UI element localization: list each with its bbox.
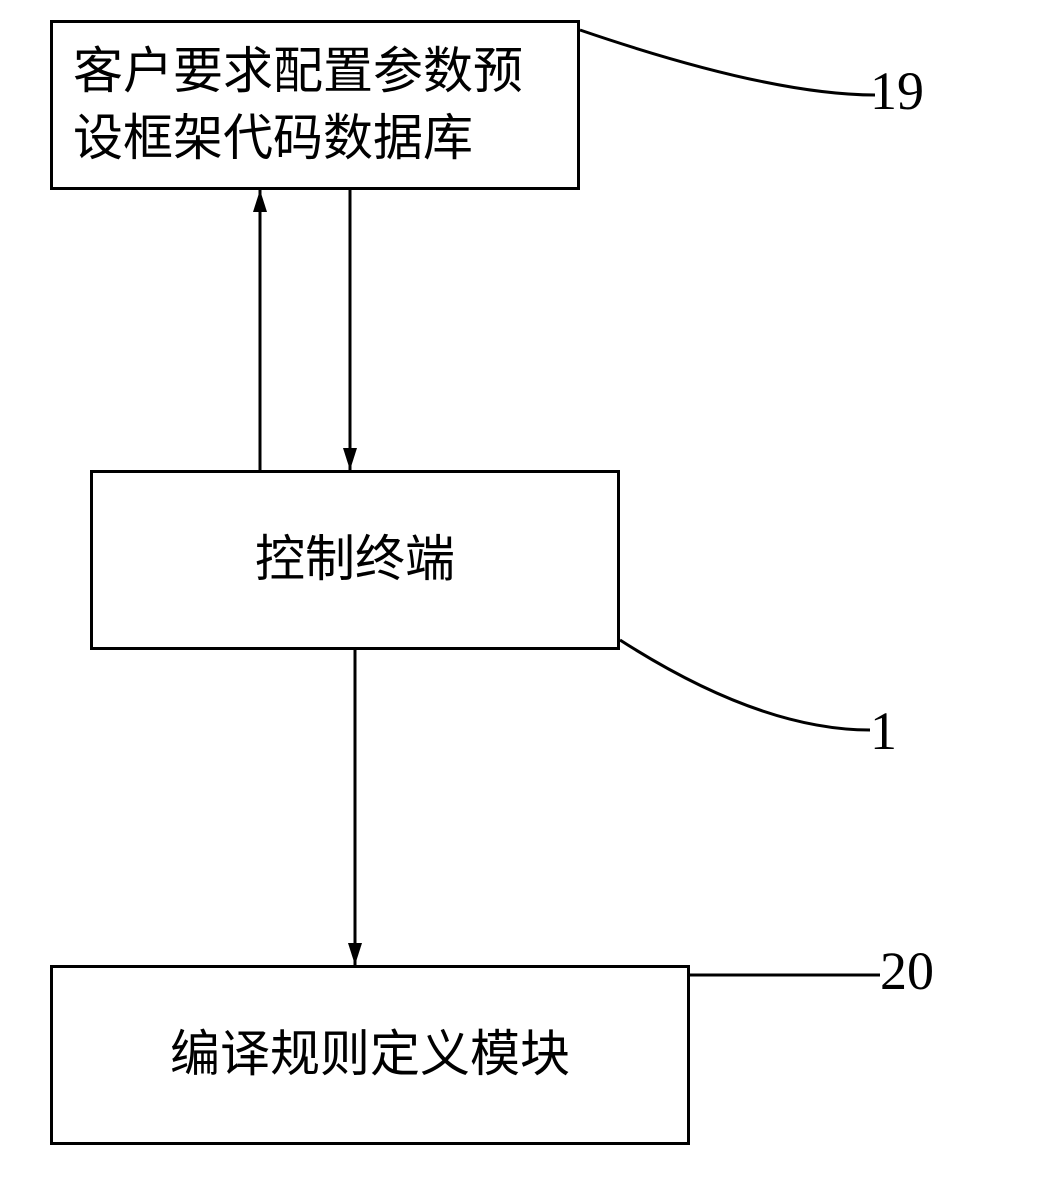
node-compiler-box: 编译规则定义模块 (50, 965, 690, 1145)
node-terminal-label: 控制终端 (255, 526, 455, 594)
callout-label-1: 1 (870, 700, 897, 762)
node-database-label: 客户要求配置参数预设框架代码数据库 (73, 38, 557, 173)
callout-label-19: 19 (870, 60, 924, 122)
callout-label-20: 20 (880, 940, 934, 1002)
node-compiler-label: 编译规则定义模块 (170, 1021, 570, 1089)
node-database-box: 客户要求配置参数预设框架代码数据库 (50, 20, 580, 190)
node-terminal-box: 控制终端 (90, 470, 620, 650)
